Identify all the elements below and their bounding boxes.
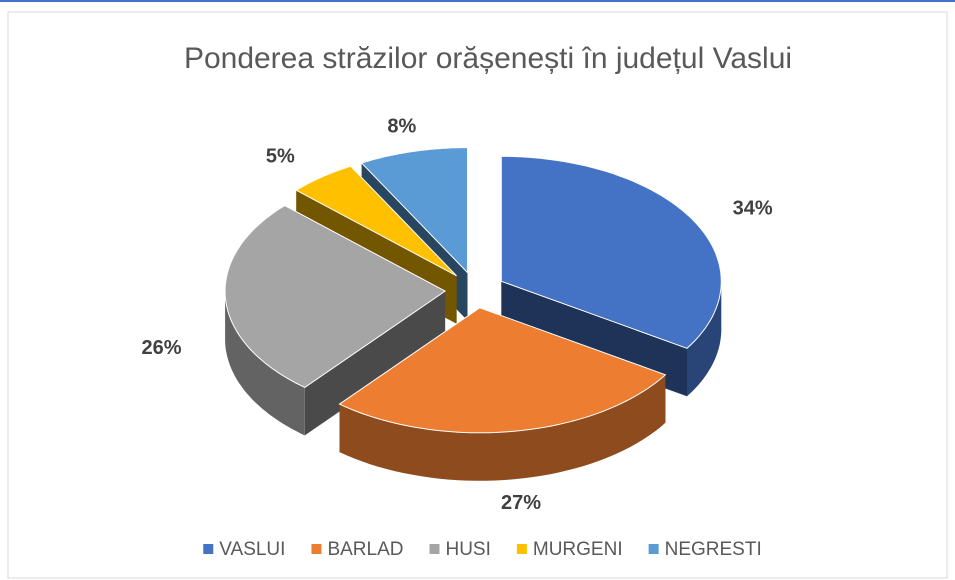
slice-side	[304, 291, 446, 436]
slice	[224, 205, 447, 436]
slice-wall	[339, 374, 666, 481]
legend-label: VASLUI	[219, 539, 285, 560]
slice	[500, 155, 722, 397]
legend-swatch	[429, 544, 440, 554]
slice-top	[360, 147, 468, 274]
data-label: 8%	[387, 116, 416, 138]
data-label: 5%	[266, 146, 295, 168]
slice-top	[338, 307, 667, 434]
data-label: 27%	[501, 492, 541, 514]
legend: VASLUI BARLAD HUSI MURGENI NEGRESTI	[203, 539, 762, 560]
slice-top	[500, 155, 722, 349]
data-label: 26%	[142, 337, 182, 359]
legend-label: BARLAD	[327, 539, 403, 560]
chart-frame	[7, 11, 948, 579]
slice-top	[295, 165, 457, 277]
legend-label: HUSI	[445, 539, 490, 560]
chart-title: Ponderea străzilor orășenești în județul…	[184, 42, 792, 75]
legend-swatch	[311, 544, 322, 554]
legend-swatch	[516, 544, 527, 554]
legend-label: NEGRESTI	[665, 539, 762, 560]
data-label: 34%	[733, 197, 773, 219]
slice	[338, 307, 667, 481]
slice-wall	[687, 281, 722, 397]
legend-label: MURGENI	[533, 539, 623, 560]
slice-top	[224, 205, 447, 388]
legend-swatch	[648, 544, 659, 554]
legend-swatch	[203, 544, 214, 554]
